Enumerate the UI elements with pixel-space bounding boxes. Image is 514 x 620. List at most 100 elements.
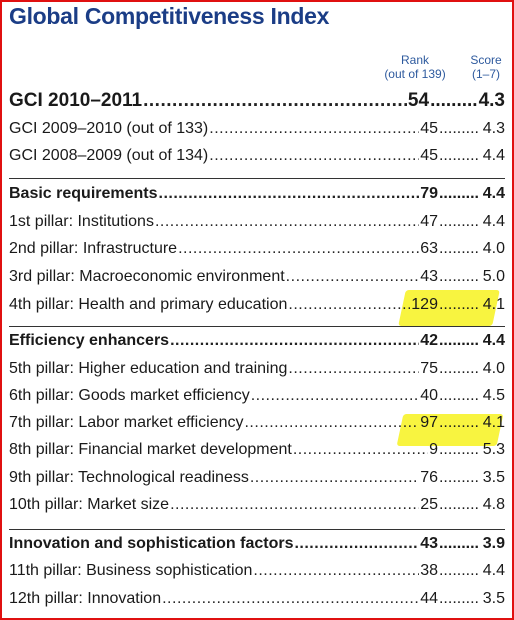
dot-leader xyxy=(209,120,419,138)
dot-leader xyxy=(251,387,419,405)
row-label: 10th pillar: Market size xyxy=(9,496,170,513)
row-score: 5.0 xyxy=(482,268,505,285)
table-row: 4th pillar: Health and primary education… xyxy=(9,296,505,320)
dot-leader xyxy=(286,268,420,286)
row-rank: 38 xyxy=(420,562,438,579)
row-label: GCI 2008–2009 (out of 134) xyxy=(9,147,209,164)
row-label: 1st pillar: Institutions xyxy=(9,213,154,230)
table-row: Innovation and sophistication factors 43.… xyxy=(9,535,505,559)
row-rank: 45 xyxy=(420,147,438,164)
table-row: 5th pillar: Higher education and trainin… xyxy=(9,360,505,384)
dot-leader xyxy=(288,360,419,378)
row-rank: 79 xyxy=(420,185,438,202)
dot-leader: ......... xyxy=(438,469,479,486)
row-rank: 25 xyxy=(420,496,438,513)
dot-leader xyxy=(143,90,407,112)
dot-leader xyxy=(170,496,419,514)
dot-leader xyxy=(288,296,410,314)
row-rank: 9 xyxy=(429,441,438,458)
table-row: 1st pillar: Institutions 47.........4.4 xyxy=(9,213,505,237)
dot-leader: ......... xyxy=(438,387,479,404)
dot-leader xyxy=(250,469,419,487)
dot-leader xyxy=(244,414,419,432)
row-label: 9th pillar: Technological readiness xyxy=(9,469,249,486)
row-rank: 129 xyxy=(411,296,438,313)
dot-leader: ......... xyxy=(438,240,479,257)
row-score: 4.0 xyxy=(482,360,505,377)
row-label: 7th pillar: Labor market efficiency xyxy=(9,414,244,431)
row-score: 4.1 xyxy=(482,414,505,431)
rank-header-sub: (out of 139) xyxy=(384,67,446,81)
row-label: Innovation and sophistication factors xyxy=(9,535,294,552)
table-row: GCI 2009–2010 (out of 133) 45.........4.3 xyxy=(9,120,505,144)
table-row: GCI 2008–2009 (out of 134) 45.........4.4 xyxy=(9,147,505,171)
dot-leader: ......... xyxy=(438,535,479,552)
table-row: 7th pillar: Labor market efficiency 97...… xyxy=(9,414,505,438)
row-score: 4.3 xyxy=(478,90,505,111)
row-rank: 40 xyxy=(420,387,438,404)
dot-leader: ......... xyxy=(438,414,479,431)
row-label: 2nd pillar: Infrastructure xyxy=(9,240,178,257)
row-score: 4.1 xyxy=(482,296,505,313)
dot-leader xyxy=(209,147,419,165)
dot-leader xyxy=(159,185,420,203)
rank-column-header: Rank (out of 139) xyxy=(380,53,450,81)
dot-leader: ......... xyxy=(438,590,479,607)
dot-leader: ......... xyxy=(438,296,479,313)
row-score: 3.5 xyxy=(482,469,505,486)
dot-leader: ......... xyxy=(438,120,479,137)
row-label: 5th pillar: Higher education and trainin… xyxy=(9,360,288,377)
row-rank: 43 xyxy=(420,268,438,285)
row-label: GCI 2009–2010 (out of 133) xyxy=(9,120,209,137)
row-score: 4.4 xyxy=(482,185,505,202)
page-title: Global Competitiveness Index xyxy=(9,3,330,29)
row-label: 8th pillar: Financial market development xyxy=(9,441,292,458)
dot-leader xyxy=(178,240,419,258)
dot-leader: ......... xyxy=(438,441,479,458)
dot-leader: ......... xyxy=(438,147,479,164)
table-row: GCI 2010–2011 54.........4.3 xyxy=(9,90,505,118)
row-score: 4.4 xyxy=(482,147,505,164)
table-row: 6th pillar: Goods market efficiency 40...… xyxy=(9,387,505,411)
dot-leader: ......... xyxy=(438,213,479,230)
dot-leader xyxy=(294,535,419,553)
score-header-sub: (1–7) xyxy=(471,67,500,81)
dot-leader: ......... xyxy=(438,496,479,513)
row-score: 4.5 xyxy=(482,387,505,404)
dot-leader: ......... xyxy=(430,90,478,111)
row-score: 4.0 xyxy=(482,240,505,257)
table-row: Efficiency enhancers 42.........4.4 xyxy=(9,332,505,356)
table-row: 8th pillar: Financial market development… xyxy=(9,441,505,465)
row-score: 4.4 xyxy=(482,213,505,230)
table-row: 11th pillar: Business sophistication 38..… xyxy=(9,562,505,586)
rank-header-label: Rank xyxy=(400,53,429,67)
dot-leader xyxy=(155,213,419,231)
table-row: 2nd pillar: Infrastructure 63.........4.0 xyxy=(9,240,505,264)
dot-leader: ......... xyxy=(438,185,479,202)
row-label: 12th pillar: Innovation xyxy=(9,590,162,607)
dot-leader: ......... xyxy=(438,268,479,285)
row-rank: 42 xyxy=(420,332,438,349)
row-score: 3.9 xyxy=(482,535,505,552)
row-score: 4.3 xyxy=(482,120,505,137)
dot-leader: ......... xyxy=(438,562,479,579)
row-rank: 63 xyxy=(420,240,438,257)
row-label: 11th pillar: Business sophistication xyxy=(9,562,253,579)
row-rank: 97 xyxy=(420,414,438,431)
row-rank: 75 xyxy=(420,360,438,377)
row-label: GCI 2010–2011 xyxy=(9,90,143,111)
row-label: Basic requirements xyxy=(9,185,158,202)
row-rank: 44 xyxy=(420,590,438,607)
section-divider xyxy=(9,178,505,179)
row-score: 4.8 xyxy=(482,496,505,513)
row-label: 6th pillar: Goods market efficiency xyxy=(9,387,250,404)
row-score: 4.4 xyxy=(482,562,505,579)
row-score: 3.5 xyxy=(482,590,505,607)
row-rank: 43 xyxy=(420,535,438,552)
dot-leader xyxy=(170,332,419,350)
dot-leader xyxy=(293,441,428,459)
row-rank: 45 xyxy=(420,120,438,137)
table-row: 12th pillar: Innovation 44.........3.5 xyxy=(9,590,505,614)
row-score: 4.4 xyxy=(482,332,505,349)
